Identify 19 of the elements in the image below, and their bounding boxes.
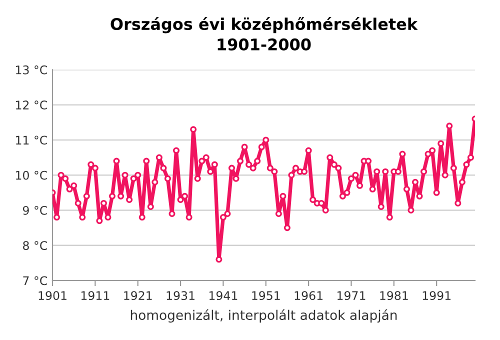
- x-tick-label: 1901: [38, 291, 66, 300]
- chart-title: Országos évi középhőmérsékletek 1901-2000: [110, 17, 418, 50]
- y-tick-label: 11 °C: [16, 136, 47, 145]
- y-tick-label: 8 °C: [23, 241, 47, 250]
- y-tick-label: 9 °C: [22, 206, 47, 215]
- x-tick-label: 1971: [338, 291, 366, 300]
- x-tick-label: 1941: [209, 291, 238, 300]
- x-tick-label: 1931: [166, 291, 194, 300]
- x-tick-label: 1961: [294, 291, 322, 300]
- y-tick-label: 13 °C: [16, 65, 47, 74]
- y-tick-label: 10 °C: [16, 170, 47, 180]
- x-tick-label: 1991: [422, 291, 451, 300]
- y-tick-label: 7 °C: [23, 276, 47, 286]
- x-tick-label: 1921: [124, 291, 152, 300]
- x-axis-title: homogenizált, interpolált adatok alapján: [130, 309, 397, 323]
- x-tick-label: 1951: [252, 291, 280, 300]
- y-tick-label: 12 °C: [16, 100, 47, 110]
- x-tick-label: 1981: [380, 291, 408, 300]
- x-tick-label: 1911: [81, 291, 110, 300]
